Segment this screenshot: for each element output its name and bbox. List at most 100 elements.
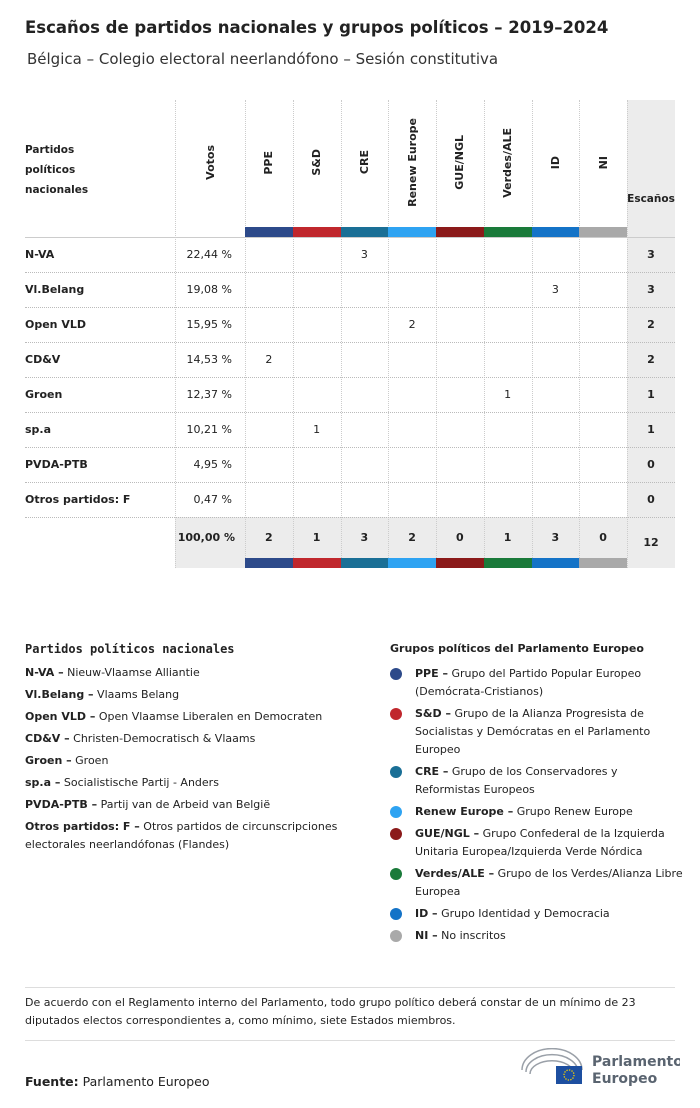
legend-title: Partidos políticos nacionales bbox=[25, 642, 235, 656]
source-name: Parlamento Europeo bbox=[82, 1074, 210, 1089]
column-header: S&D bbox=[310, 149, 324, 176]
source-label: Fuente: bbox=[25, 1074, 79, 1089]
column-header-cell: PPE bbox=[245, 110, 293, 215]
group-color-bar bbox=[340, 227, 389, 237]
group-color-bar bbox=[388, 227, 436, 237]
column-line bbox=[436, 100, 437, 568]
seat-table: Partidos políticos nacionales Votos PPE S&D… bbox=[25, 100, 675, 568]
legend-abbr: Renew Europe – bbox=[415, 805, 514, 818]
legend-abbr: CD&V – bbox=[25, 732, 70, 745]
column-line bbox=[531, 100, 533, 568]
row-line bbox=[25, 307, 675, 308]
votes: 12,37 % bbox=[186, 388, 232, 401]
party-name: Groen bbox=[25, 388, 63, 401]
seat-total: 0 bbox=[647, 493, 655, 506]
column-line bbox=[627, 100, 628, 568]
legend-text: Grupo Renew Europe bbox=[516, 805, 633, 818]
legend-text: Grupo Confederal de la Izquierda Unitari… bbox=[415, 827, 665, 858]
logo-arc bbox=[521, 1047, 583, 1071]
seat-total: 2 bbox=[647, 353, 655, 366]
group-color-bar bbox=[531, 558, 580, 568]
row-line bbox=[25, 447, 675, 448]
legend-abbr: Verdes/ALE – bbox=[415, 867, 495, 880]
legend-abbr: NI – bbox=[415, 929, 438, 942]
row-line bbox=[25, 237, 675, 238]
legend-abbr: Otros partidos: F – bbox=[25, 820, 140, 833]
seats-column-bg bbox=[627, 100, 675, 568]
votes: 15,95 % bbox=[186, 318, 232, 331]
group-total: 2 bbox=[265, 531, 273, 544]
legend-item: GUE/NGL – Grupo Confederal de la Izquier… bbox=[390, 825, 685, 861]
legend-text: Socialistische Partij - Anders bbox=[63, 776, 219, 789]
group-color-bar bbox=[483, 227, 532, 237]
seat-count: 3 bbox=[551, 283, 559, 296]
legend-dot bbox=[390, 868, 402, 880]
legend-text: Grupo de la Alianza Progresista de Socia… bbox=[415, 707, 651, 756]
legend-text: Grupo de los Conservadores y Reformistas… bbox=[415, 765, 618, 796]
national-legend: Partidos políticos nacionales N-VA – Nie… bbox=[25, 640, 345, 858]
column-header: Votos bbox=[203, 145, 217, 180]
seat-total: 1 bbox=[647, 388, 655, 401]
column-line bbox=[340, 100, 342, 568]
legend-text: No inscritos bbox=[441, 929, 506, 942]
legend-item: N-VA – Nieuw-Vlaamse Alliantie bbox=[25, 664, 345, 682]
column-header-cell: CRE bbox=[341, 110, 389, 215]
group-total: 0 bbox=[456, 531, 464, 544]
seat-total: 0 bbox=[647, 458, 655, 471]
logo-arc bbox=[525, 1053, 579, 1073]
row-line bbox=[25, 482, 675, 483]
column-header-cell: Votos bbox=[175, 110, 245, 215]
legend-dot bbox=[390, 766, 402, 778]
legend-text: Vlaams Belang bbox=[97, 688, 180, 701]
column-header: CRE bbox=[357, 150, 371, 175]
group-color-bar bbox=[245, 227, 293, 237]
legend-dot bbox=[390, 708, 402, 720]
group-legend: Grupos políticos del Parlamento Europeo … bbox=[390, 640, 685, 949]
column-line bbox=[245, 100, 246, 568]
column-header-cell: Verdes/ALE bbox=[484, 110, 532, 215]
subtitle: Bélgica – Colegio electoral neerlandófon… bbox=[27, 50, 499, 68]
group-color-bar bbox=[531, 227, 580, 237]
legend-abbr: PVDA-PTB – bbox=[25, 798, 98, 811]
legend-text: Grupo de los Verdes/Alianza Libre Europe… bbox=[415, 867, 683, 898]
column-line bbox=[483, 100, 485, 568]
group-total: 2 bbox=[408, 531, 416, 544]
legend-item: CRE – Grupo de los Conservadores y Refor… bbox=[390, 763, 685, 799]
legend-abbr: GUE/NGL – bbox=[415, 827, 480, 840]
legend-text: Otros partidos de circunscripciones elec… bbox=[25, 820, 338, 851]
group-total: 3 bbox=[551, 531, 560, 544]
party-name: PVDA-PTB bbox=[25, 458, 88, 471]
logo-text: Europeo bbox=[592, 1071, 658, 1087]
seat-total: 2 bbox=[647, 318, 655, 331]
party-name: Otros partidos: F bbox=[25, 493, 131, 506]
column-header: Escaños bbox=[627, 193, 675, 205]
group-total: 3 bbox=[360, 531, 369, 544]
party-name: sp.a bbox=[25, 423, 52, 436]
legend-dot bbox=[390, 828, 402, 840]
group-color-bar bbox=[579, 227, 627, 237]
legend-dot bbox=[390, 930, 402, 942]
group-total: 1 bbox=[312, 531, 321, 544]
legend-abbr: PPE – bbox=[415, 667, 448, 680]
legend-abbr: CRE – bbox=[415, 765, 449, 778]
legend-abbr: Open VLD – bbox=[25, 710, 96, 723]
seat-total: 1 bbox=[647, 423, 655, 436]
group-total: 0 bbox=[599, 531, 607, 544]
column-header-cell: GUE/NGL bbox=[436, 110, 484, 215]
column-header: GUE/NGL bbox=[453, 135, 467, 190]
group-total: 1 bbox=[503, 531, 512, 544]
footnote: De acuerdo con el Reglamento interno del… bbox=[25, 996, 636, 1027]
column-line bbox=[579, 100, 581, 568]
legend-text: Christen-Democratisch & Vlaams bbox=[73, 732, 256, 745]
legend-abbr: ID – bbox=[415, 907, 438, 920]
column-header: Renew Europe bbox=[405, 118, 419, 207]
legend-item: sp.a – Socialistische Partij - Anders bbox=[25, 774, 345, 792]
row-line bbox=[25, 272, 675, 273]
legend-item: Otros partidos: F – Otros partidos de ci… bbox=[25, 818, 345, 854]
legend-item: NI – No inscritos bbox=[390, 927, 685, 945]
legend-text: Open Vlaamse Liberalen en Democraten bbox=[98, 710, 323, 723]
group-color-bar bbox=[436, 227, 484, 237]
legend-text: Grupo Identidad y Democracia bbox=[441, 907, 610, 920]
group-color-bar bbox=[579, 558, 627, 568]
